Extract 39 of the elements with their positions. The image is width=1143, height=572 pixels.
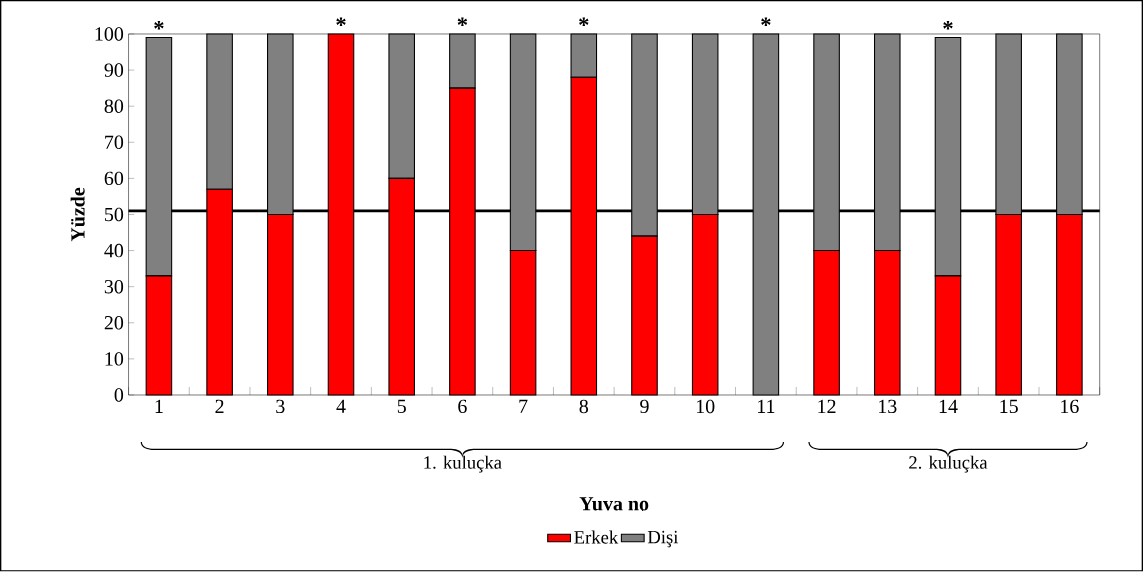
x-tick-label: 8 xyxy=(579,399,589,414)
x-tick-label: 4 xyxy=(336,399,346,414)
x-tick-label: 5 xyxy=(397,399,406,414)
y-tick-label: 70 xyxy=(105,135,124,150)
legend-label: Dişi xyxy=(647,531,679,548)
x-tick-label: 7 xyxy=(519,399,528,414)
y-tick-label: 20 xyxy=(104,316,124,330)
y-tick-label: 90 xyxy=(104,63,124,78)
annotation: * xyxy=(943,21,953,30)
y-tick-label: 40 xyxy=(104,244,124,258)
text: 1. kuluçka xyxy=(424,455,502,473)
y-tick-label: 60 xyxy=(104,171,124,186)
legend-label: Erkek xyxy=(574,530,619,544)
y-tick-label: 30 xyxy=(104,280,124,294)
x-tick-label: 12 xyxy=(818,399,836,414)
x-tick-label: 15 xyxy=(1000,399,1018,414)
y-tick-label: 50 xyxy=(105,207,124,222)
text: 2. kuluçka xyxy=(909,455,988,473)
annotation: * xyxy=(579,17,589,27)
x-tick-label: 16 xyxy=(1061,399,1079,414)
y-tick-label: 0 xyxy=(114,388,124,402)
x-tick-label: 6 xyxy=(458,399,467,414)
x-tick-label: 2 xyxy=(215,399,224,414)
x-tick-label: 3 xyxy=(276,399,285,414)
annotation: * xyxy=(457,17,468,27)
x-tick-label: 14 xyxy=(939,399,958,414)
x-tick-label: 13 xyxy=(879,399,897,414)
x-tick-label: 9 xyxy=(640,399,649,414)
x-tick-label: 10 xyxy=(696,399,715,414)
y-tick-label: 10 xyxy=(105,352,124,366)
y-tick-label: 100 xyxy=(95,27,124,41)
annotation: * xyxy=(761,17,771,27)
y-tick-label: 80 xyxy=(104,99,124,114)
x-axis-title: Yuva no xyxy=(579,497,649,511)
x-tick-label: 11 xyxy=(758,399,775,414)
x-tick-label: 1 xyxy=(155,399,163,414)
annotation: * xyxy=(336,17,346,27)
y-axis-title: Yüzde xyxy=(70,188,85,242)
annotation: * xyxy=(154,21,164,30)
